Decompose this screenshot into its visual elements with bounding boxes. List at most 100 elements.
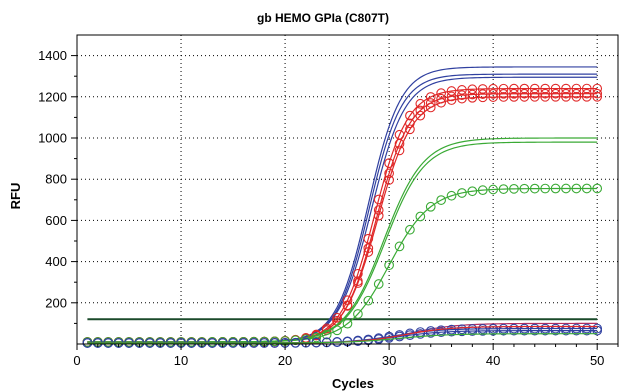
data-point (592, 88, 603, 99)
data-point (394, 138, 405, 149)
data-point (519, 91, 530, 102)
data-point (529, 183, 540, 194)
x-tick-label: 30 (382, 353, 396, 368)
data-point (509, 92, 519, 102)
data-point (301, 334, 311, 345)
data-point (415, 98, 426, 109)
data-point (571, 183, 582, 194)
data-point (457, 93, 467, 104)
data-point (311, 332, 322, 343)
y-axis-label: RFU (8, 183, 23, 210)
data-point (384, 175, 394, 185)
data-point (467, 89, 478, 100)
data-point (561, 91, 571, 102)
data-point (342, 318, 353, 329)
data-point (529, 91, 540, 102)
data-point (405, 124, 415, 135)
data-point (436, 88, 446, 98)
data-point (436, 195, 446, 205)
axis-ticks: 0 10 20 30 40 50 200 400 600 800 1000 1200 1400 (38, 48, 619, 368)
series-line (87, 93, 598, 343)
data-point (550, 183, 561, 194)
series-line (87, 141, 598, 343)
data-point (373, 210, 384, 221)
data-point (363, 295, 374, 306)
data-point (457, 188, 467, 198)
data-point (394, 145, 405, 156)
data-point (540, 91, 551, 102)
data-point (415, 211, 426, 222)
data-point (592, 183, 603, 194)
series-line (87, 333, 598, 344)
data-point (581, 183, 592, 194)
data-point (488, 184, 499, 195)
series-line (87, 76, 598, 343)
data-point (457, 326, 467, 337)
data-point (498, 184, 509, 194)
series-curve (87, 137, 598, 343)
y-tick-label: 600 (45, 213, 67, 228)
data-point (488, 89, 499, 99)
data-point (592, 325, 603, 336)
data-point (509, 183, 519, 194)
data-point (415, 329, 426, 339)
series-curve (87, 333, 598, 344)
x-tick-label: 0 (73, 353, 80, 368)
data-point (353, 309, 363, 319)
data-point (446, 326, 457, 337)
data-point (405, 224, 415, 235)
series-curve (82, 83, 603, 347)
data-point (415, 110, 426, 121)
data-point (477, 185, 488, 196)
data-point (342, 301, 353, 311)
y-tick-label: 200 (45, 295, 67, 310)
data-point (405, 110, 415, 121)
data-point (477, 92, 488, 103)
plot-frame (76, 34, 619, 345)
data-point (477, 89, 488, 99)
data-point (353, 268, 363, 279)
data-point (425, 201, 436, 212)
series-curve (87, 76, 598, 343)
y-tick-label: 400 (45, 254, 67, 269)
x-axis-label: Cycles (332, 376, 374, 391)
data-point (363, 247, 374, 257)
data-point (446, 91, 457, 102)
data-point (457, 90, 467, 101)
data-point (519, 183, 530, 194)
data-point (425, 102, 436, 113)
data-point (353, 278, 363, 288)
data-point (571, 91, 582, 102)
series-curve (82, 88, 603, 347)
y-tick-label: 1000 (38, 131, 67, 146)
series-curve (87, 141, 598, 343)
data-point (561, 183, 571, 194)
data-point (290, 335, 301, 346)
y-tick-label: 800 (45, 172, 67, 187)
data-point (425, 92, 436, 102)
series-layer (82, 66, 603, 348)
data-point (384, 260, 394, 271)
data-point (498, 88, 509, 99)
data-point (384, 158, 394, 168)
data-point (436, 327, 446, 338)
chart-title: gb HEMO GPIa (C807T) (257, 11, 389, 25)
data-point (509, 88, 519, 99)
data-point (529, 88, 540, 99)
data-point (467, 92, 478, 103)
x-tick-label: 40 (486, 353, 500, 368)
data-point (540, 183, 551, 194)
data-point (446, 95, 457, 105)
data-point (415, 105, 426, 116)
data-point (446, 190, 457, 201)
series-line (87, 96, 598, 343)
data-point (332, 312, 342, 323)
x-tick-label: 10 (174, 353, 188, 368)
data-point (394, 241, 405, 252)
series-line (87, 137, 598, 343)
data-point (571, 88, 582, 99)
data-point (436, 97, 446, 108)
data-point (550, 91, 561, 102)
grid (77, 35, 618, 344)
